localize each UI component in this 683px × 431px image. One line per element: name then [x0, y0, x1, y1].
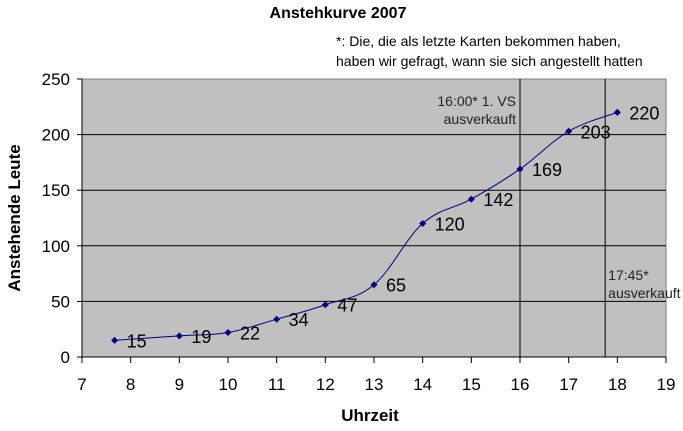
x-tick-label: 16 — [511, 375, 530, 394]
data-label: 169 — [532, 160, 562, 180]
x-tick-label: 14 — [413, 375, 432, 394]
series — [111, 108, 621, 344]
data-label: 220 — [629, 103, 659, 123]
reference-line-label: 16:00* 1. VS — [437, 93, 516, 109]
x-tick-label: 12 — [316, 375, 335, 394]
y-tick-label: 0 — [61, 348, 70, 367]
reference-line-label: ausverkauft — [444, 111, 516, 127]
x-tick-label: 19 — [657, 375, 676, 394]
data-point — [613, 108, 621, 116]
data-label: 34 — [289, 310, 309, 330]
plot-area — [81, 78, 667, 358]
data-label: 22 — [240, 324, 260, 344]
data-label: 65 — [386, 276, 406, 296]
y-tick-label: 250 — [42, 70, 70, 89]
data-point — [370, 281, 378, 289]
data-labels: 15 19 22 34 47 65 120 142 169 203 220 — [127, 103, 660, 351]
y-tick-label: 100 — [42, 237, 70, 256]
axes: 0 50 100 150 200 250 7 8 9 10 11 12 13 14 15 16 17 18 19 — [42, 70, 676, 394]
data-point — [273, 315, 281, 323]
x-tick-label: 9 — [175, 375, 184, 394]
data-label: 15 — [127, 331, 147, 351]
y-tick-label: 200 — [42, 126, 70, 145]
x-tick-label: 10 — [219, 375, 238, 394]
data-label: 19 — [191, 327, 211, 347]
x-tick-label: 18 — [608, 375, 627, 394]
reference-line-label: 17:45* — [608, 267, 649, 283]
reference-lines: 16:00* 1. VS ausverkauft 17:45* ausverkauft — [437, 79, 681, 357]
x-tick-label: 17 — [559, 375, 578, 394]
reference-line-label: ausverkauft — [608, 285, 680, 301]
y-axis-title: Anstehende Leute — [5, 144, 24, 291]
data-label: 47 — [337, 296, 357, 316]
y-tick-label: 150 — [42, 181, 70, 200]
data-point — [111, 336, 119, 344]
footnote-line-2: haben wir gefragt, wann sie sich angeste… — [336, 53, 643, 69]
y-tick-label: 50 — [51, 292, 70, 311]
chart-title: Anstehkurve 2007 — [270, 5, 407, 22]
data-point — [175, 332, 183, 340]
data-label: 120 — [435, 215, 465, 235]
x-tick-label: 11 — [268, 375, 286, 394]
data-point — [565, 127, 573, 135]
x-tick-label: 7 — [77, 375, 86, 394]
data-point — [419, 220, 427, 228]
data-label: 142 — [483, 190, 513, 210]
x-axis-title: Uhrzeit — [341, 406, 399, 425]
x-tick-label: 13 — [365, 375, 384, 394]
data-point — [321, 301, 329, 309]
data-point — [516, 165, 524, 173]
data-label: 203 — [581, 122, 611, 142]
x-tick-label: 15 — [462, 375, 481, 394]
x-tick-label: 8 — [126, 375, 135, 394]
footnote-line-1: *: Die, die als letzte Karten bekommen h… — [336, 33, 621, 49]
data-point — [224, 329, 232, 337]
data-point — [467, 195, 475, 203]
